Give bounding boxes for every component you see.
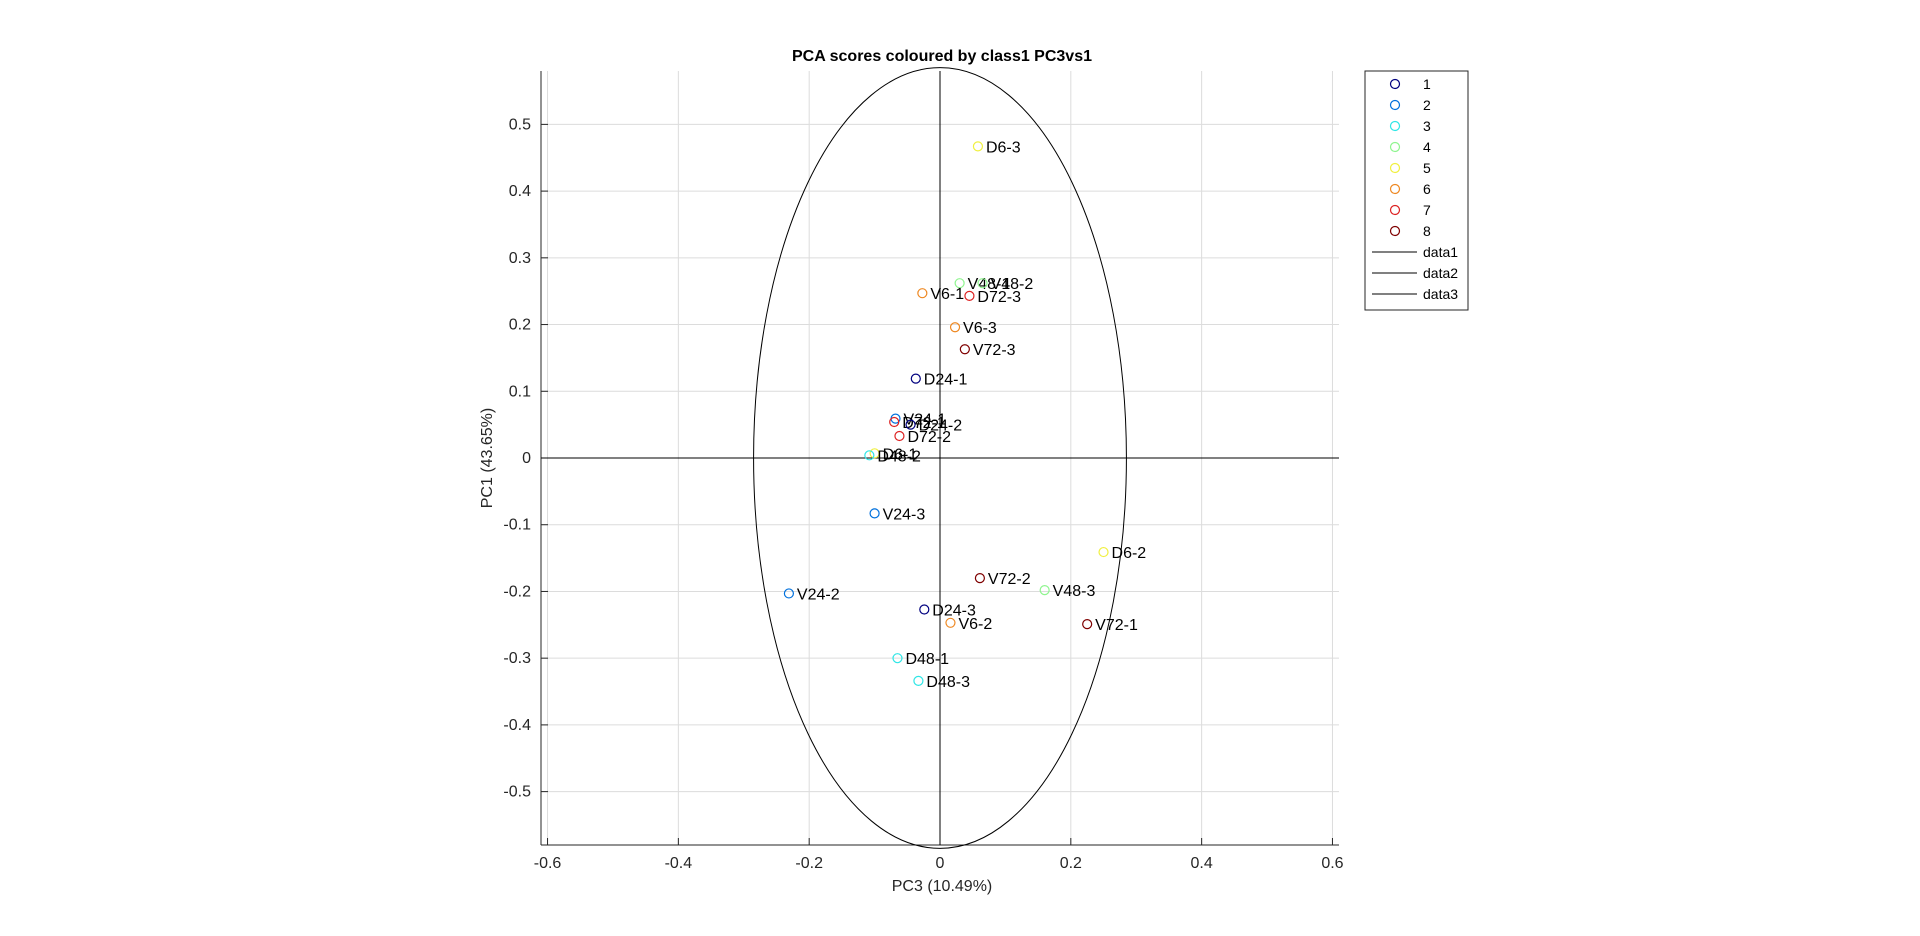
point-label: D6-3 (986, 139, 1021, 156)
legend: 1 2 3 4 5 6 7 8 data1 data2 data3 (1364, 70, 1469, 311)
x-axis-title: PC3 (10.49%) (892, 878, 993, 895)
data-point (869, 448, 880, 459)
point-label: V72-2 (988, 571, 1031, 588)
data-point (913, 675, 924, 686)
legend-label: data2 (1423, 265, 1458, 281)
legend-label: 3 (1423, 118, 1431, 134)
data-point (1039, 585, 1050, 596)
point-label: D24-3 (932, 602, 976, 619)
point-label: D72-2 (907, 429, 951, 446)
point-label: V48-3 (1053, 583, 1096, 600)
y-tick-label: 0.1 (509, 383, 531, 400)
data-point (977, 278, 988, 289)
legend-label: data1 (1423, 244, 1458, 260)
legend-label: 1 (1423, 76, 1431, 92)
legend-box (1364, 70, 1469, 311)
data-point (974, 573, 986, 584)
data-point (864, 450, 875, 461)
data-point (954, 278, 965, 289)
y-axis-title: PC1 (43.65%) (479, 408, 496, 509)
legend-marker (1389, 183, 1401, 195)
legend-label: 5 (1423, 160, 1431, 176)
legend-marker (1389, 78, 1401, 90)
data-point (949, 322, 961, 333)
y-tick-label: -0.2 (503, 583, 531, 600)
point-label: D72-3 (977, 289, 1021, 306)
data-point (783, 588, 795, 599)
y-tick-label: 0 (522, 450, 531, 467)
point-label: D48-1 (905, 651, 949, 668)
data-point (917, 288, 928, 299)
data-point (972, 141, 984, 152)
legend-marker (1389, 141, 1401, 153)
x-tick-label: 0.6 (1321, 855, 1343, 872)
x-tick-label: 0.2 (1060, 855, 1082, 872)
data-point (1082, 619, 1093, 630)
legend-label: 7 (1423, 202, 1431, 218)
x-tick-label: -0.6 (534, 855, 562, 872)
data-point (905, 419, 916, 430)
y-tick-label: 0.4 (509, 183, 531, 200)
legend-label: 6 (1423, 181, 1431, 197)
data-point (869, 508, 880, 519)
y-tick-label: -0.4 (503, 717, 531, 734)
data-point (959, 344, 970, 355)
point-label: V48-2 (991, 276, 1034, 293)
y-tick-label: -0.5 (503, 784, 531, 801)
point-label: V24-2 (797, 586, 840, 603)
point-label: D6-1 (883, 446, 918, 463)
point-label: V72-1 (1095, 617, 1138, 634)
point-label: D24-1 (924, 372, 968, 389)
legend-label: data3 (1423, 286, 1458, 302)
point-label: V24-1 (904, 412, 947, 429)
legend-marker (1389, 99, 1401, 111)
y-tick-label: 0.3 (509, 250, 531, 267)
y-tick-label: 0.2 (509, 317, 531, 334)
y-tick-label: -0.1 (503, 517, 531, 534)
legend-label: 8 (1423, 223, 1431, 239)
point-label: D48-3 (926, 674, 970, 691)
legend-marker (1389, 204, 1401, 216)
legend-marker (1389, 120, 1401, 132)
legend-marker (1389, 225, 1401, 237)
legend-marker (1389, 162, 1401, 174)
data-point (1098, 546, 1109, 558)
legend-label: 2 (1423, 97, 1431, 113)
chart-title: PCA scores coloured by class1 PC3vs1 (792, 48, 1092, 65)
data-point (945, 617, 956, 628)
data-point (889, 416, 900, 428)
x-tick-label: 0.4 (1191, 855, 1213, 872)
data-point (919, 604, 930, 615)
point-label: V6-1 (930, 286, 964, 303)
point-label: V72-3 (973, 342, 1016, 359)
point-label: V6-2 (958, 616, 992, 633)
x-tick-label: -0.2 (795, 855, 823, 872)
plot-area: -0.6 -0.4 -0.2 0 0.2 0.4 0.6 0.5 0.4 0.3 0.2 0.1 0 -0… (503, 67, 1344, 872)
point-label: D72-1 (902, 415, 946, 432)
y-tick-label: -0.3 (503, 650, 531, 667)
point-label: D48-2 (877, 448, 921, 465)
point-label: D24-2 (919, 418, 963, 435)
data-point (910, 373, 921, 384)
legend-label: 4 (1423, 139, 1431, 155)
y-tick-label: 0.5 (509, 116, 531, 133)
point-label: V6-3 (963, 320, 997, 337)
x-tick-label: 0 (936, 855, 945, 872)
x-tick-label: -0.4 (665, 855, 693, 872)
data-point (964, 290, 975, 301)
point-label: D6-2 (1112, 545, 1147, 562)
data-point (892, 653, 903, 664)
point-label: V24-3 (883, 506, 926, 523)
data-point (894, 430, 905, 442)
